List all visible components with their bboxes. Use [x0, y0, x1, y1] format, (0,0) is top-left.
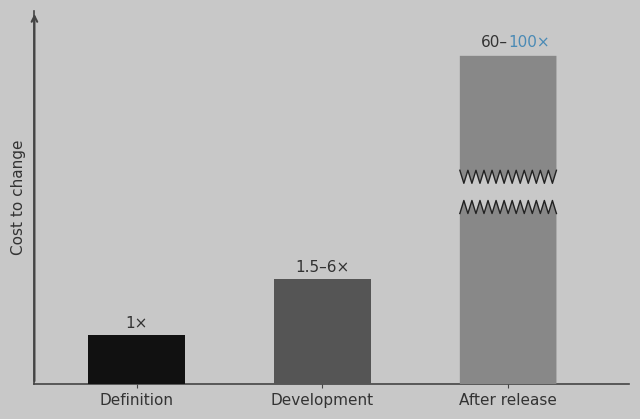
- Polygon shape: [460, 56, 556, 184]
- Polygon shape: [460, 200, 556, 384]
- Bar: [274, 279, 371, 384]
- Y-axis label: Cost to change: Cost to change: [11, 140, 26, 255]
- Text: 60–: 60–: [481, 35, 508, 50]
- Bar: [460, 214, 556, 384]
- Bar: [460, 56, 556, 170]
- Bar: [88, 335, 185, 384]
- Text: 1.5–6×: 1.5–6×: [295, 260, 349, 275]
- Text: 1×: 1×: [125, 316, 148, 331]
- Text: 100×: 100×: [508, 35, 550, 50]
